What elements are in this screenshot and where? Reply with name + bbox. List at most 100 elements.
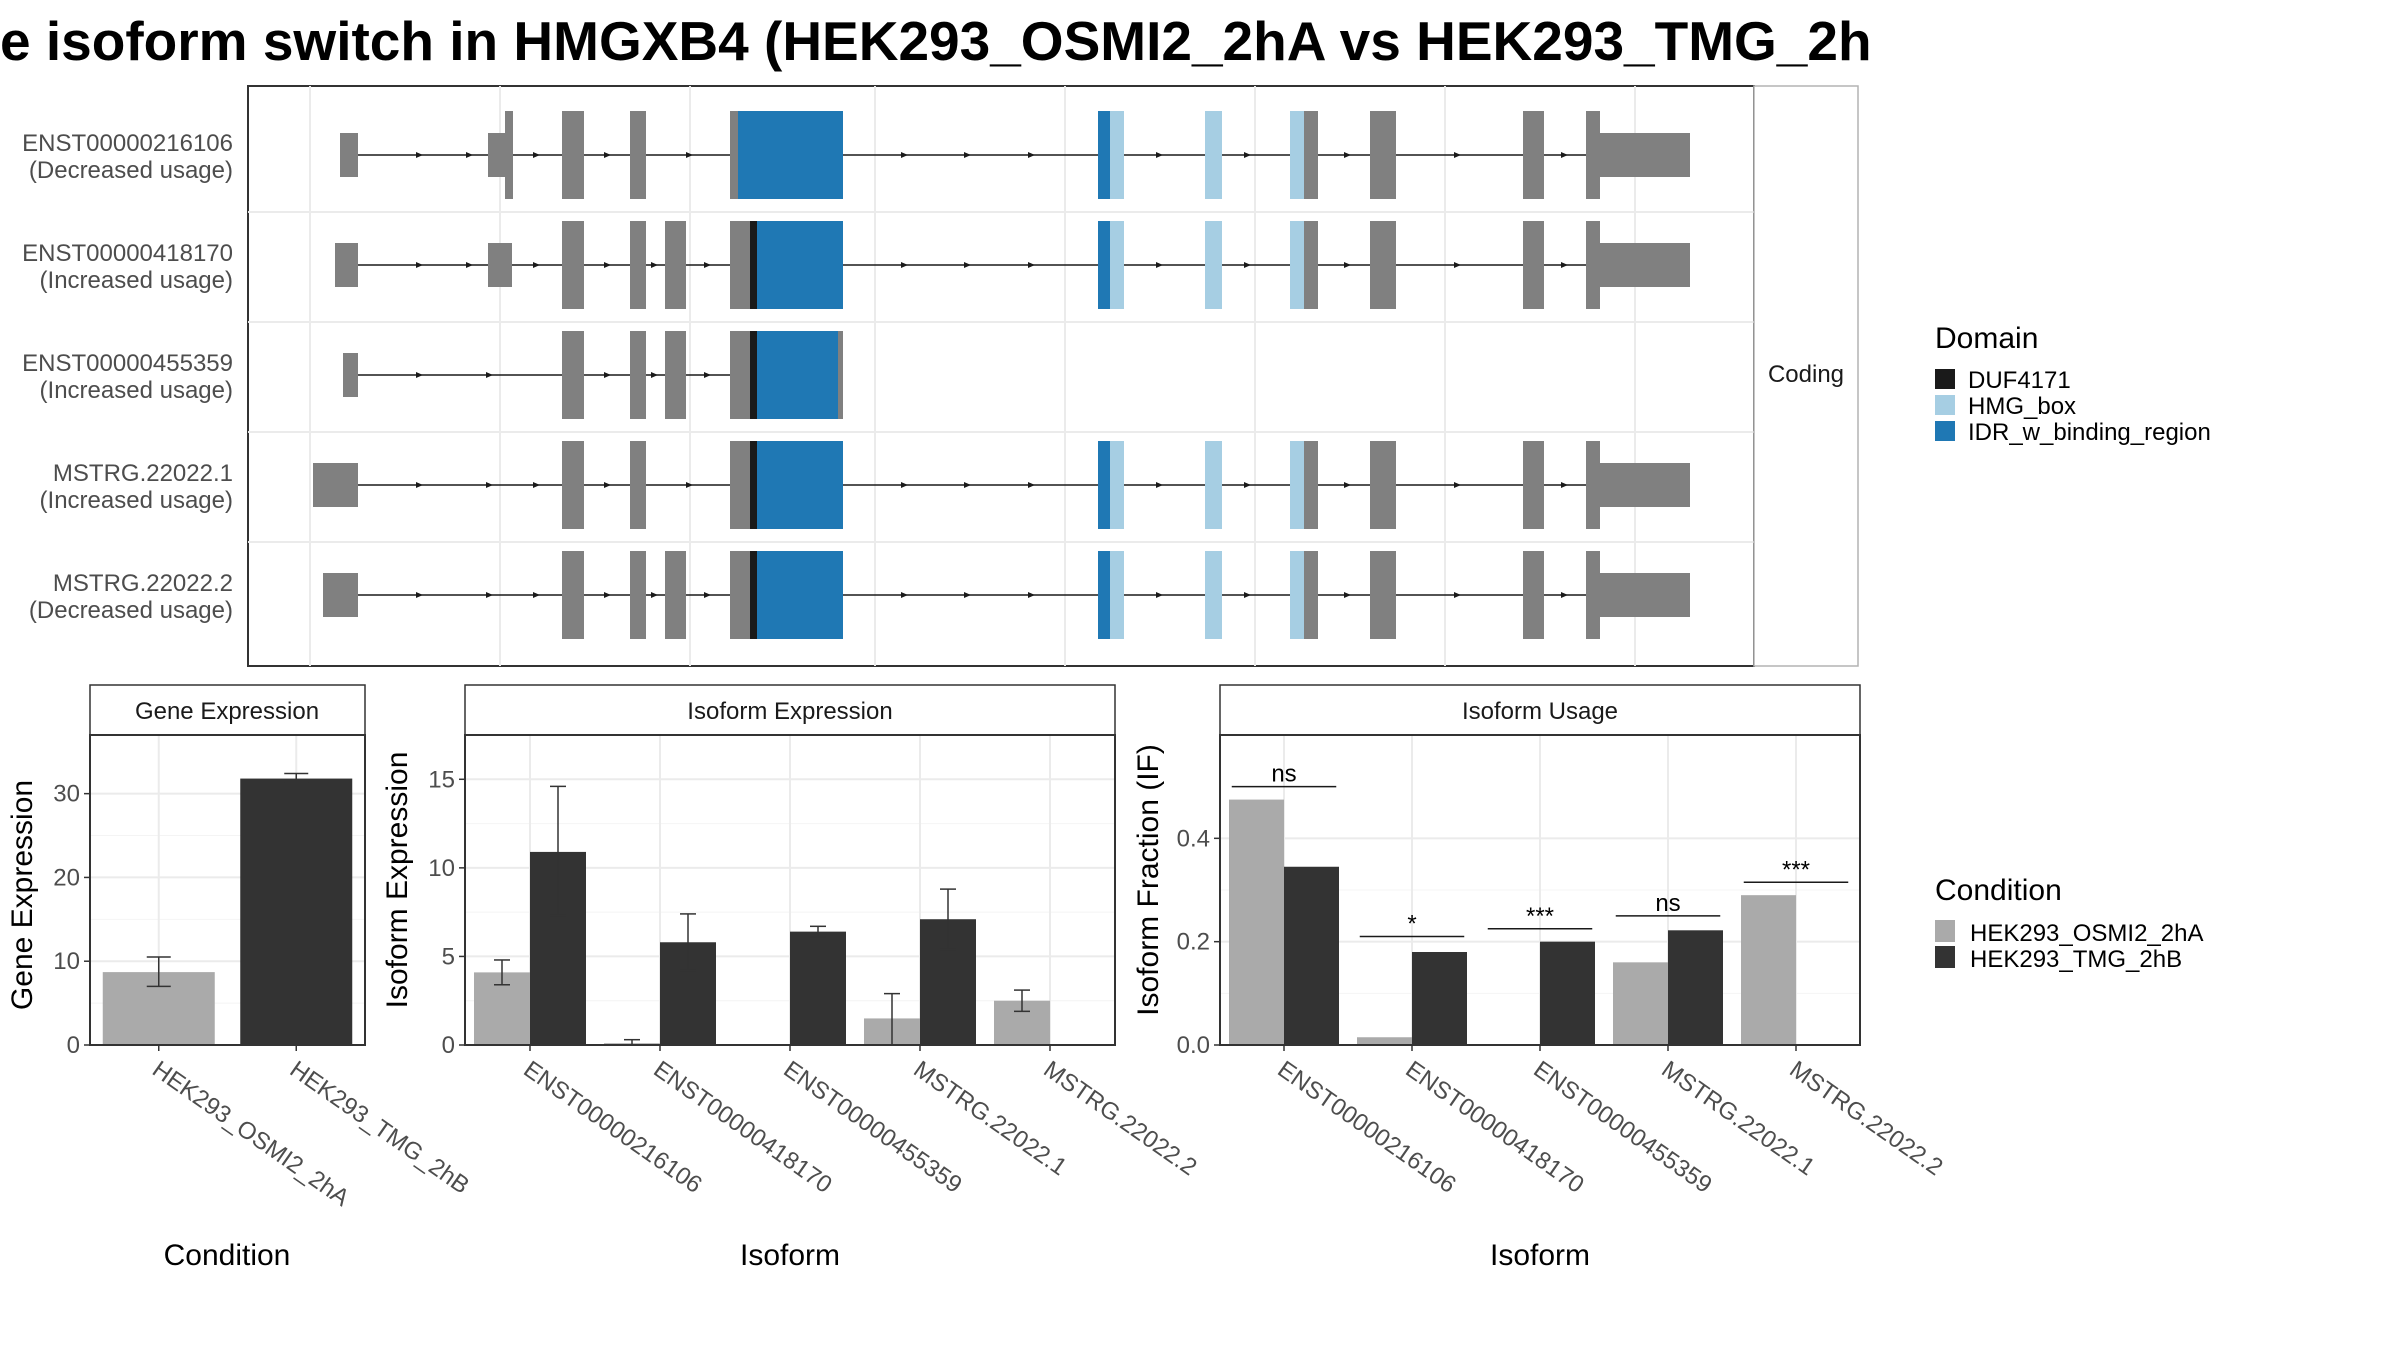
- isoform-expression-title: Isoform Expression: [687, 698, 892, 725]
- transcript-tracks: [313, 111, 1690, 639]
- exon: [1586, 111, 1600, 199]
- domain-HMG_box: [1110, 111, 1124, 199]
- domain-HMG_box: [1110, 221, 1124, 309]
- isoform-expression-panel: Isoform Expression 051015ENST00000216106…: [381, 684, 1202, 1272]
- intron-direction-arrow: [1454, 152, 1461, 158]
- exon: [730, 111, 738, 199]
- exon: [335, 243, 358, 287]
- transcript-track-3: [313, 441, 1690, 529]
- intron-direction-arrow: [1156, 262, 1163, 268]
- intron-direction-arrow: [1028, 592, 1035, 598]
- bar: [240, 778, 353, 1045]
- domain-HMG_box: [1205, 551, 1222, 639]
- significance-label: ns: [1271, 761, 1296, 788]
- exon: [1523, 111, 1544, 199]
- bar: [1357, 1037, 1412, 1045]
- exon: [630, 111, 646, 199]
- transcript-2-id: ENST00000455359: [22, 350, 233, 377]
- intron-direction-arrow: [964, 592, 971, 598]
- intron-direction-arrow: [1344, 482, 1351, 488]
- bar: [1412, 952, 1467, 1045]
- exon: [562, 221, 584, 309]
- isoform-usage-title: Isoform Usage: [1462, 698, 1618, 725]
- intron-direction-arrow: [604, 482, 611, 488]
- exon: [1370, 441, 1396, 529]
- intron-direction-arrow: [486, 482, 493, 488]
- exon: [665, 551, 686, 639]
- y-tick-label: 0: [442, 1032, 455, 1059]
- bar: [790, 931, 846, 1045]
- exon: [1304, 551, 1318, 639]
- exon: [665, 221, 686, 309]
- intron-direction-arrow: [416, 592, 423, 598]
- gene-expression-strip: [89, 684, 366, 736]
- intron-direction-arrow: [1028, 262, 1035, 268]
- intron-direction-arrow: [1561, 262, 1568, 268]
- exon: [630, 551, 646, 639]
- domain-HMG_box: [1290, 221, 1304, 309]
- legend-label-duf4171: DUF4171: [1968, 367, 2071, 394]
- transcript-4-id: MSTRG.22022.2: [53, 570, 233, 597]
- intron-direction-arrow: [1454, 482, 1461, 488]
- domain-legend-title: Domain: [1935, 322, 2038, 355]
- isoform-expression-xlabel: Isoform: [740, 1239, 840, 1272]
- intron-direction-arrow: [704, 372, 711, 378]
- exon: [562, 551, 584, 639]
- exon: [630, 331, 646, 419]
- exon: [313, 463, 358, 507]
- intron-direction-arrow: [1156, 152, 1163, 158]
- transcript-3-usage: (Increased usage): [40, 487, 233, 514]
- intron-direction-arrow: [533, 262, 540, 268]
- gene-expression-xlabel: Condition: [164, 1239, 291, 1272]
- exon: [1523, 221, 1544, 309]
- legend-swatch-hmg-box: [1935, 395, 1955, 415]
- legend-swatch-idr: [1935, 421, 1955, 441]
- y-tick-label: 30: [53, 781, 80, 808]
- exon: [1304, 111, 1318, 199]
- domain-IDR_w_binding_region: [743, 111, 843, 199]
- legend-label-osmi2: HEK293_OSMI2_2hA: [1970, 920, 2203, 947]
- intron-direction-arrow: [416, 372, 423, 378]
- isoform-usage-panel: Isoform Usage ns* *** ns***0.00.20.4ENST00…: [1132, 684, 1948, 1272]
- exon: [665, 331, 686, 419]
- domain-HMG_box: [1205, 221, 1222, 309]
- plot-border: [89, 734, 366, 1046]
- domain-DUF4171: [750, 331, 757, 419]
- intron-direction-arrow: [964, 482, 971, 488]
- intron-direction-arrow: [1561, 482, 1568, 488]
- domain-DUF4171: [750, 441, 757, 529]
- exon: [838, 331, 843, 419]
- transcript-3-id: MSTRG.22022.1: [53, 460, 233, 487]
- exon: [730, 221, 750, 309]
- domain-HMG_box: [1290, 441, 1304, 529]
- domain-IDR_w_binding_region: [757, 551, 843, 639]
- domain-IDR_w_binding_region: [1098, 551, 1110, 639]
- intron-direction-arrow: [1561, 592, 1568, 598]
- intron-direction-arrow: [1244, 592, 1251, 598]
- domain-HMG_box: [1290, 551, 1304, 639]
- isoform-usage-plot: ns* *** ns***0.00.20.4ENST00000216106ENST0…: [1177, 734, 1948, 1199]
- intron-direction-arrow: [466, 262, 473, 268]
- intron-direction-arrow: [416, 262, 423, 268]
- transcript-panel-grid: [248, 86, 1754, 666]
- intron-direction-arrow: [533, 592, 540, 598]
- significance-label: ns: [1655, 890, 1680, 917]
- exon: [1304, 221, 1318, 309]
- intron-direction-arrow: [604, 262, 611, 268]
- intron-direction-arrow: [416, 152, 423, 158]
- bar: [1229, 799, 1284, 1045]
- transcript-0-usage: (Decreased usage): [29, 157, 233, 184]
- exon: [488, 133, 505, 177]
- domain-IDR_w_binding_region: [757, 221, 843, 309]
- exon: [1600, 463, 1690, 507]
- domain-IDR_w_binding_region: [1098, 441, 1110, 529]
- bar: [1668, 930, 1723, 1045]
- figure-title: e isoform switch in HMGXB4 (HEK293_OSMI2…: [0, 10, 1872, 72]
- exon: [1370, 221, 1396, 309]
- intron-direction-arrow: [486, 372, 493, 378]
- intron-direction-arrow: [686, 482, 693, 488]
- transcript-panel: Coding ENST00000216106 (Decreased usage)…: [22, 85, 1859, 667]
- gene-expression-title: Gene Expression: [135, 698, 319, 725]
- intron-direction-arrow: [604, 152, 611, 158]
- condition-legend-title: Condition: [1935, 874, 2062, 907]
